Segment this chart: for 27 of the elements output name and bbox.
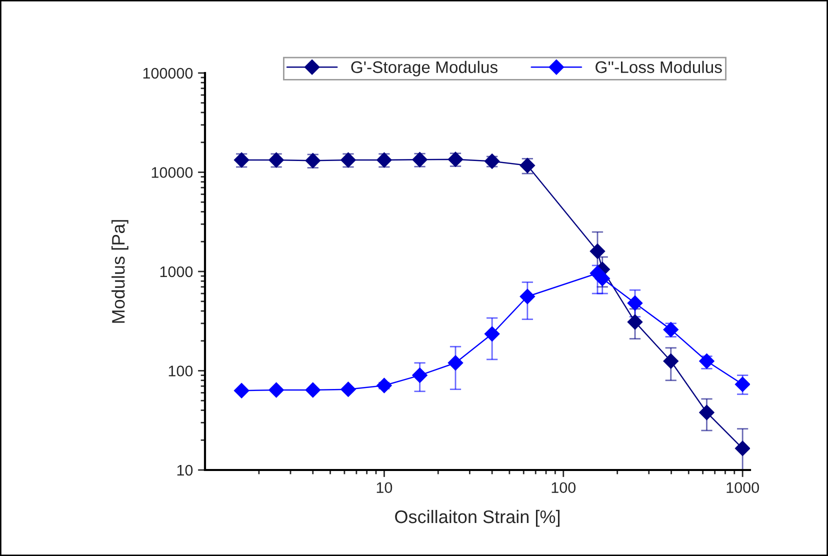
point <box>412 368 428 383</box>
point <box>520 288 535 304</box>
point <box>663 354 678 369</box>
point <box>735 376 750 392</box>
point <box>699 404 714 420</box>
y-tick-label: 10 <box>177 464 193 476</box>
y-tick-label: 10000 <box>152 167 193 178</box>
point <box>376 378 392 394</box>
y-tick-label: 1000 <box>160 266 193 278</box>
point <box>234 383 250 398</box>
x-axis-title: Oscillaiton Strain [%] <box>395 510 560 527</box>
point <box>305 382 320 398</box>
point <box>340 382 356 397</box>
y-tick-label: 100000 <box>143 68 193 79</box>
point <box>627 314 643 330</box>
y-tick-label: 100 <box>168 366 193 376</box>
point <box>484 326 500 342</box>
point <box>268 382 284 398</box>
legend-label: G'-Storage Modulus <box>351 60 498 76</box>
legend-label: G''-Loss Modulus <box>596 60 722 74</box>
point <box>627 296 643 311</box>
x-tick-label: 100 <box>552 482 576 494</box>
point <box>448 355 464 370</box>
y-axis-title: Modulus [Pa] <box>112 220 128 323</box>
point <box>735 440 750 456</box>
x-tick-label: 1000 <box>726 482 759 494</box>
x-tick-label: 10 <box>376 482 392 494</box>
